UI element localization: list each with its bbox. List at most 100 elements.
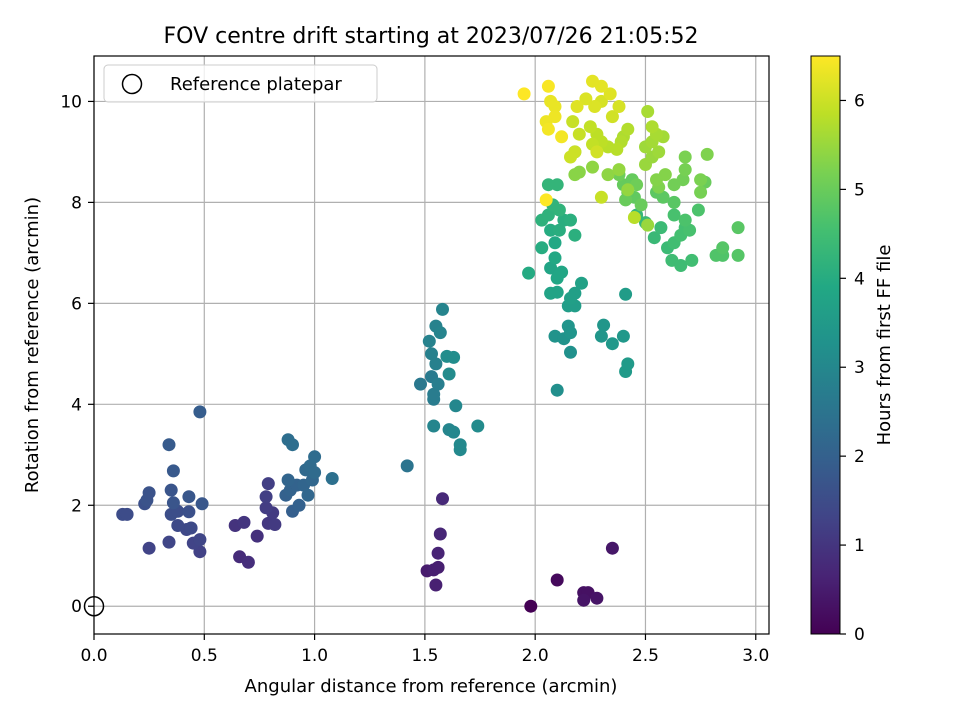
scatter-point [572,127,586,141]
scatter-point [641,218,655,232]
scatter-point [586,74,599,88]
scatter-point [575,276,588,290]
scatter-point [281,473,295,487]
scatter-point [590,145,604,159]
scatter-point [471,419,485,433]
scatter-point [182,490,196,504]
x-tick-label: 1.5 [411,646,438,666]
scatter-point [182,505,196,519]
scatter-point [700,147,714,161]
scatter-point [619,193,633,207]
scatter-point [431,560,445,574]
scatter-point [586,160,599,174]
y-axis-label: Rotation from reference (arcmin) [22,197,43,493]
scatter-point [612,100,626,113]
scatter-point [555,130,569,144]
scatter-point [645,120,659,134]
scatter-point [449,399,463,413]
scatter-point [414,377,427,391]
data-points [116,74,745,613]
scatter-point [564,345,577,359]
scatter-point [259,501,273,515]
scatter-point [422,334,436,348]
scatter-point [594,190,608,204]
scatter-point [237,515,251,529]
legend: Reference platepar [103,64,378,103]
colorbar-tick-label: 6 [854,91,865,111]
scatter-point [308,466,322,479]
scatter-point [566,115,580,129]
legend-box [103,64,378,103]
scatter-point [193,533,207,547]
scatter-point [621,122,635,136]
scatter-point [433,527,447,541]
colorbar-frame [810,55,841,635]
scatter-point [120,507,134,521]
scatter-point [583,120,597,134]
scatter-point [162,438,176,452]
scatter-point [627,211,641,224]
scatter-point [193,405,207,419]
scatter-point [652,145,666,159]
scatter-point [429,578,443,592]
scatter-point [619,287,633,301]
scatter-point [195,497,209,511]
scatter-point [605,337,619,351]
y-tick-label: 0 [71,597,82,617]
scatter-point [588,100,602,113]
colorbar-tick-label: 0 [854,625,865,645]
x-tick-label: 0.0 [80,646,107,666]
scatter-point [524,599,538,613]
scatter-point [654,221,668,235]
colorbar-tick-label: 3 [854,358,865,378]
scatter-point [308,450,322,464]
scatter-point [552,203,566,217]
scatter-point [550,573,564,587]
scatter-point [517,87,531,101]
scatter-point [431,377,445,391]
scatter-point [142,486,156,500]
scatter-point [427,387,441,401]
scatter-point [442,367,456,381]
scatter-point [731,221,745,235]
scatter-point [292,498,306,512]
scatter-point [667,195,681,209]
plot-frame [93,55,770,635]
x-tick-label: 3.0 [742,646,769,666]
scatter-point [564,326,577,340]
scatter-point [162,535,176,549]
scatter-point [683,223,697,237]
scatter-point [431,546,445,560]
scatter-point [667,208,681,222]
y-axis: 0 2 4 6 8 10 [60,92,94,617]
plot-area [83,55,770,635]
scatter-point [616,329,630,343]
legend-marker-reference [121,73,143,95]
scatter-point [301,488,315,502]
scatter-point [453,438,467,452]
colorbar-gradient [811,56,840,634]
scatter-point [694,185,708,199]
scatter-point [400,459,414,473]
colorbar-tick-label: 5 [854,180,865,200]
scatter-point [535,241,549,255]
scatter-point [579,92,593,106]
scatter-point [544,94,558,108]
scatter-point [676,173,690,187]
scatter-point [674,259,688,272]
scatter-point [164,483,178,497]
scatter-point [552,223,566,237]
y-tick-label: 4 [71,395,82,415]
scatter-point [184,521,198,535]
scatter-point [171,519,185,532]
scatter-point [605,110,619,124]
scatter-point [678,163,692,177]
x-tick-label: 1.0 [301,646,328,666]
colorbar: 0 1 2 3 4 5 6 Hours from first FF file [810,55,895,645]
chart-title: FOV centre drift starting at 2023/07/26 … [164,24,699,49]
scatter-point [550,383,564,397]
scatter-point [522,266,536,280]
colorbar-label: Hours from first FF file [874,245,895,446]
scatter-point [621,357,635,371]
